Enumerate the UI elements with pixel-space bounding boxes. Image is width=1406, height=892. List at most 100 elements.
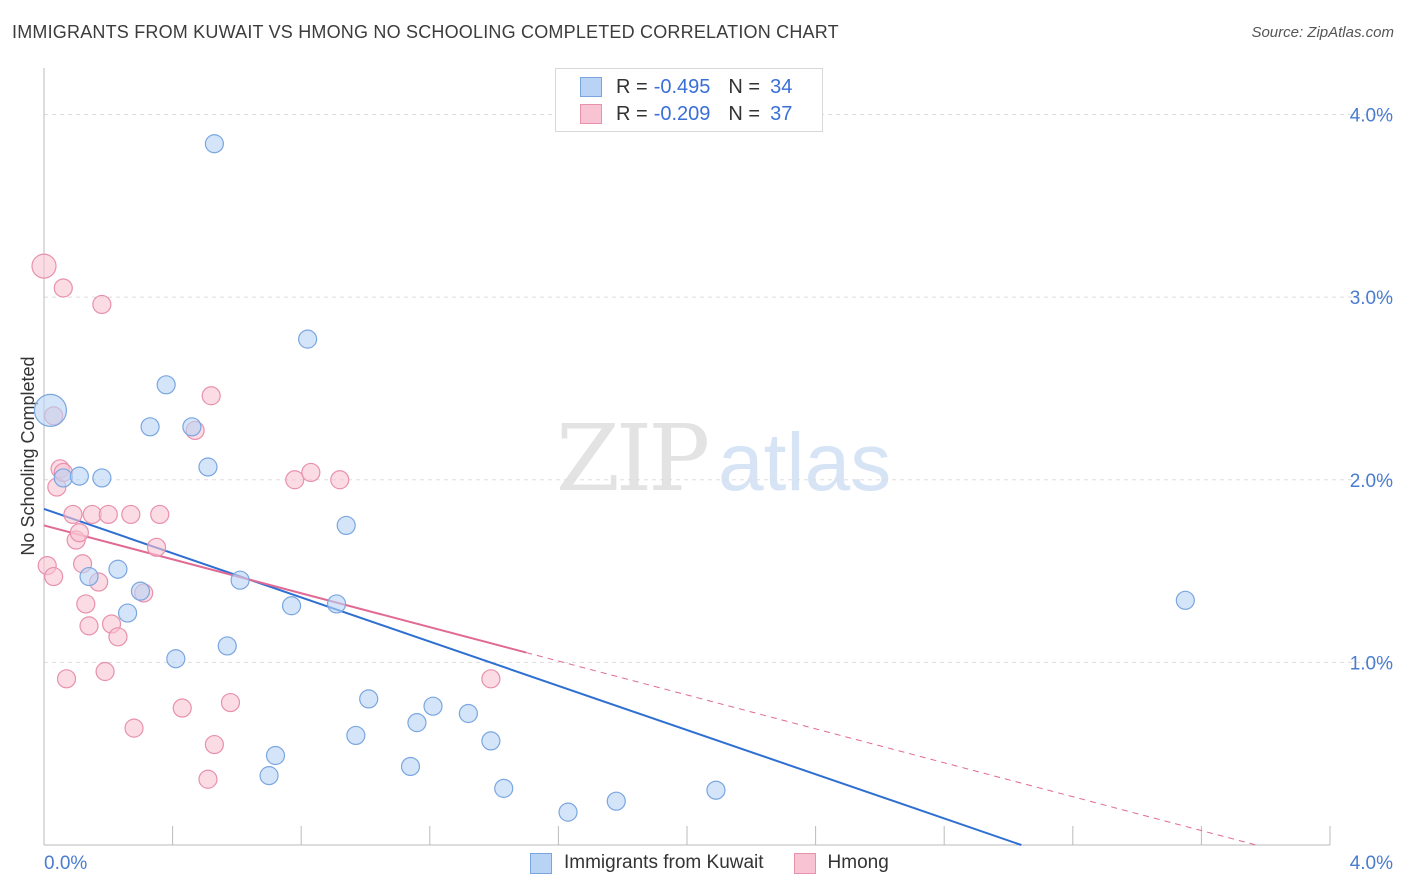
data-point-kuwait [92, 468, 112, 488]
legend-n-label: N = [728, 75, 761, 98]
data-point-kuwait [407, 713, 427, 733]
data-point-kuwait [359, 689, 379, 709]
source-label: Source: ZipAtlas.com [1251, 24, 1394, 41]
data-point-hmong [63, 504, 83, 525]
legend-swatch-hmong [793, 852, 816, 874]
data-point-kuwait [156, 375, 176, 395]
legend-r-value-hmong: -0.209 [653, 102, 711, 125]
data-point-kuwait [606, 791, 626, 811]
correlation-legend: R = -0.495 N = 34 R = -0.209 N = 37 [555, 68, 823, 132]
y-axis-title: No Schooling Completed [18, 356, 38, 555]
x-tick-label: 4.0% [1350, 853, 1393, 874]
data-point-kuwait [265, 745, 286, 766]
data-point-hmong [121, 504, 141, 525]
data-point-kuwait [481, 731, 501, 751]
legend-swatch-hmong [580, 104, 602, 124]
data-point-hmong [69, 523, 89, 543]
data-point-kuwait [494, 778, 514, 798]
data-point-kuwait [458, 703, 478, 724]
data-point-hmong [201, 386, 221, 406]
tick-labels: 1.0% 2.0% 3.0% 4.0% 0.0% 4.0% [44, 106, 1393, 874]
trend-line-solid [43, 508, 1022, 846]
legend-r-label: R = [616, 75, 648, 98]
data-point-kuwait [117, 603, 138, 623]
data-point-kuwait [558, 802, 578, 822]
legend-swatch-kuwait [530, 852, 552, 874]
data-point-hmong [56, 669, 77, 689]
y-tick-label: 3.0% [1350, 288, 1393, 309]
data-point-kuwait [217, 636, 237, 656]
data-point-hmong [204, 734, 224, 755]
y-tick-label: 1.0% [1350, 653, 1393, 674]
trend-hmong [43, 524, 1257, 846]
trend-line-dashed [526, 652, 1257, 846]
data-point-kuwait [130, 581, 151, 601]
data-point-hmong [79, 616, 99, 636]
watermark-atlas: atlas [718, 417, 891, 508]
data-point-hmong [108, 627, 128, 647]
data-point-kuwait [400, 756, 421, 777]
data-point-kuwait [346, 725, 366, 746]
data-point-hmong [150, 504, 170, 525]
data-point-hmong [220, 692, 241, 713]
trend-line-solid [43, 524, 527, 654]
data-point-hmong [44, 566, 64, 587]
data-point-kuwait [140, 417, 160, 437]
data-point-kuwait [166, 649, 186, 669]
watermark: ZIP atlas [556, 405, 891, 512]
legend-item-hmong[interactable]: Hmong [793, 852, 889, 874]
data-point-hmong [172, 698, 192, 718]
legend-r-value-kuwait: -0.495 [653, 75, 711, 98]
legend-label-hmong: Hmong [827, 852, 889, 873]
data-point-hmong [481, 669, 501, 689]
legend-n-value-kuwait: 34 [770, 75, 793, 98]
data-point-kuwait [108, 559, 128, 579]
trend-kuwait [43, 508, 1022, 846]
legend-row-hmong: R = -0.209 N = 37 [580, 102, 792, 126]
data-point-hmong [198, 769, 218, 789]
legend-label-kuwait: Immigrants from Kuwait [564, 852, 764, 873]
data-point-hmong [53, 278, 73, 298]
series-legend: Immigrants from Kuwait Hmong [530, 852, 919, 874]
legend-row-kuwait: R = -0.495 N = 34 [580, 75, 792, 99]
y-tick-label: 2.0% [1350, 471, 1393, 492]
y-tick-label: 4.0% [1350, 106, 1393, 127]
legend-n-value-hmong: 37 [770, 102, 793, 125]
data-point-kuwait [69, 466, 89, 486]
data-point-hmong [285, 470, 305, 490]
data-point-hmong [146, 537, 167, 557]
data-point-hmong [95, 661, 115, 682]
series-kuwait [33, 134, 1195, 822]
data-point-kuwait [326, 594, 347, 614]
data-point-hmong [31, 253, 57, 279]
data-point-hmong [330, 470, 350, 490]
data-point-kuwait [706, 780, 726, 800]
data-point-kuwait [1175, 590, 1195, 610]
legend-n-label: N = [728, 102, 761, 125]
data-point-hmong [92, 294, 112, 315]
data-point-kuwait [230, 570, 250, 590]
legend-item-kuwait[interactable]: Immigrants from Kuwait [530, 852, 764, 874]
data-point-kuwait [33, 393, 68, 427]
legend-swatch-kuwait [580, 77, 602, 97]
data-point-kuwait [423, 696, 443, 716]
data-point-hmong [76, 594, 96, 614]
data-point-kuwait [53, 468, 73, 488]
x-tick-label: 0.0% [44, 853, 87, 874]
legend-r-label: R = [616, 102, 648, 125]
data-point-hmong [124, 718, 144, 738]
grid [44, 114, 1392, 663]
data-point-kuwait [259, 766, 279, 786]
data-point-kuwait [298, 329, 318, 349]
data-point-hmong [82, 504, 102, 525]
data-point-kuwait [79, 566, 99, 587]
data-point-hmong [98, 504, 118, 525]
chart-title: IMMIGRANTS FROM KUWAIT VS HMONG NO SCHOO… [12, 22, 839, 42]
data-point-kuwait [182, 417, 202, 437]
data-point-kuwait [204, 134, 224, 154]
data-point-hmong [301, 462, 321, 483]
data-point-kuwait [281, 596, 302, 616]
watermark-zip: ZIP [556, 405, 707, 512]
data-point-kuwait [198, 457, 218, 477]
data-point-kuwait [336, 515, 356, 536]
